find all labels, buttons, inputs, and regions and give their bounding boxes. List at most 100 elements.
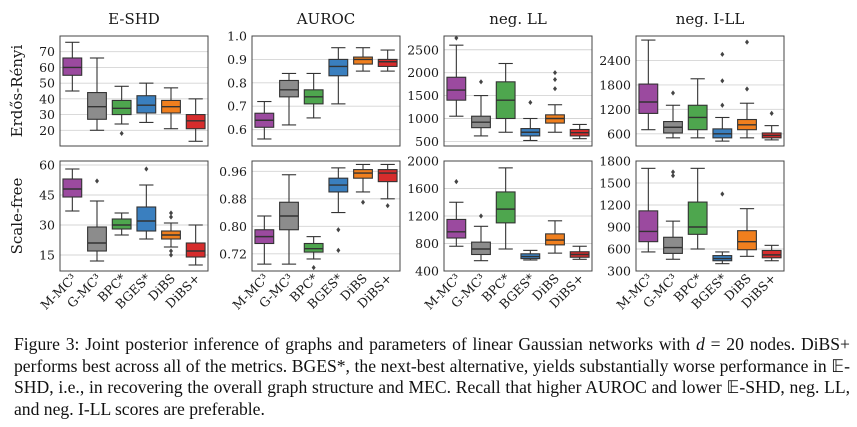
column-title-3: neg. I-LL [676,10,745,28]
y-tick-label-5-3: 0.96 [219,164,247,179]
outlier-6-1-0 [479,213,483,219]
plot-background-7 [636,161,784,271]
plot-background-5 [252,161,400,271]
figure-boxplot-grid: E-SHD AUROC neg. LL neg. I-LL Erdős-Rényi Sca… [8,10,785,313]
y-tick-label-2-3: 2000 [407,65,439,80]
box-1-1 [279,79,299,98]
outlier-2-0-0 [454,35,459,41]
box-5-4 [353,169,373,179]
outlier-5-2-0 [311,264,316,271]
y-tick-label-4-1: 30 [39,218,55,233]
outlier-2-4-0 [553,86,557,92]
outlier-2-4-1 [553,76,557,83]
row-label-1: Scale-free [8,177,26,254]
y-tick-label-7-0: 300 [607,264,631,279]
plot-background-1 [252,36,400,146]
outlier-7-1-1 [671,169,675,175]
plot-frame-1 [251,35,401,147]
box-7-2 [687,201,708,235]
outlier-3-4-1 [745,39,749,45]
outlier-3-3-1 [720,78,725,84]
outlier-4-1-0 [95,178,99,184]
y-tick-label-5-0: 0.72 [219,246,247,261]
y-tick-label-6-4: 2000 [407,154,439,169]
plot-background-4 [60,161,208,271]
outlier-4-4-1 [169,248,173,254]
y-tick-label-3-2: 1800 [599,77,631,92]
outlier-3-3-0 [720,102,725,108]
y-tick-label-2-0: 500 [415,134,439,149]
y-tick-label-0-2: 40 [39,91,55,106]
box-1-3 [328,58,349,77]
box-4-2 [111,218,132,230]
y-tick-label-7-5: 1800 [599,154,631,169]
y-tick-label-0-5: 70 [39,44,55,59]
column-title-2: neg. LL [489,10,547,28]
plot-frame-7 [635,160,785,272]
y-tick-label-4-0: 15 [39,248,55,263]
outlier-4-4-2 [169,214,173,220]
column-title-1: AUROC [296,10,356,28]
box-0-3 [136,95,157,114]
y-tick-label-1-0: 0.6 [227,122,247,137]
box-0-0 [62,57,83,76]
y-tick-label-0-3: 50 [39,76,55,91]
box-4-1 [87,226,107,252]
caption-variable: d [696,334,705,354]
box-0-1 [87,92,107,120]
outlier-4-4-0 [169,252,173,258]
box-3-0 [638,83,659,114]
box-1-4 [353,56,373,65]
box-5-5 [377,169,398,183]
outlier-5-3-0 [336,247,341,253]
box-4-0 [62,178,83,198]
outlier-2-1-0 [479,79,483,85]
y-tick-label-5-2: 0.88 [219,191,247,206]
caption-line-4: Recall that higher AUROC and lower 𝔼-SHD… [14,377,850,419]
box-7-4 [737,230,757,251]
y-tick-label-1-3: 0.9 [227,52,247,67]
box-7-0 [638,210,659,243]
box-7-5 [761,249,782,259]
y-tick-label-5-1: 0.80 [219,219,247,234]
box-5-2 [303,242,324,253]
box-1-5 [377,58,398,67]
caption-line-2: nodes. DiBS+ performs best across all of… [14,334,850,376]
y-tick-label-6-1: 800 [415,236,439,251]
box-6-2 [495,191,516,224]
figure-caption: Figure 3: Joint posterior inference of g… [14,334,850,420]
box-4-5 [185,242,206,258]
plot-frame-4 [59,160,209,272]
outlier-4-3-0 [144,166,149,172]
box-4-3 [136,206,157,232]
column-title-0: E-SHD [108,10,160,28]
outlier-3-5-0 [769,110,774,117]
y-tick-label-6-0: 400 [415,264,439,279]
y-tick-label-6-2: 1200 [407,209,439,224]
y-tick-label-4-3: 60 [39,158,55,173]
outlier-2-3-0 [528,99,533,106]
plot-background-0 [60,36,208,146]
box-0-2 [111,99,132,116]
box-0-5 [185,114,206,130]
box-7-1 [663,236,683,254]
outlier-5-3-1 [336,227,341,233]
outlier-3-3-2 [720,51,725,57]
y-tick-label-3-0: 600 [607,126,631,141]
y-tick-label-1-2: 0.8 [227,75,247,90]
plot-background-2 [444,36,592,146]
y-tick-label-1-1: 0.7 [227,99,247,114]
plot-frame-0 [59,35,209,147]
outlier-6-0-0 [454,179,459,185]
y-tick-label-7-3: 1200 [599,198,631,213]
caption-line-3: substantially worse performance in 𝔼-SHD… [14,355,850,398]
y-tick-label-3-3: 2400 [599,53,631,68]
caption-line-1b: = 20 [704,334,744,354]
y-tick-label-7-1: 600 [607,242,631,257]
y-tick-label-4-2: 45 [39,188,55,203]
plot-frame-3 [635,35,785,147]
y-tick-label-7-2: 900 [607,220,631,235]
outlier-3-4-0 [745,86,749,92]
box-2-0 [446,76,467,101]
y-tick-label-2-2: 1500 [407,88,439,103]
